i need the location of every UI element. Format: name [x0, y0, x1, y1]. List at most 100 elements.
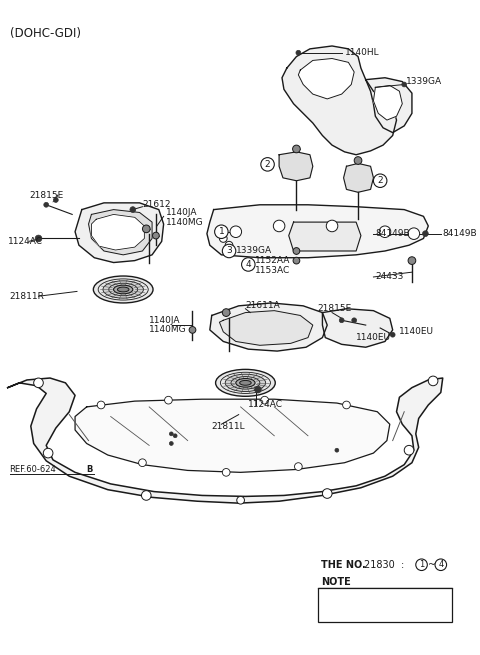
Text: 24433: 24433: [375, 272, 404, 282]
Text: 1140HL: 1140HL: [345, 48, 379, 57]
Polygon shape: [289, 222, 361, 251]
Text: 1140JA: 1140JA: [166, 208, 197, 217]
Circle shape: [435, 559, 446, 571]
Circle shape: [43, 448, 53, 458]
Circle shape: [408, 228, 420, 240]
Text: 4: 4: [438, 560, 444, 569]
Circle shape: [97, 401, 105, 409]
Text: 21830  :: 21830 :: [364, 560, 404, 570]
Text: 1339GA: 1339GA: [406, 77, 442, 86]
Circle shape: [237, 496, 244, 504]
Polygon shape: [88, 210, 152, 255]
Polygon shape: [282, 46, 396, 155]
Circle shape: [189, 327, 196, 333]
Ellipse shape: [225, 374, 265, 392]
Circle shape: [293, 145, 300, 153]
Text: 3: 3: [226, 246, 232, 255]
Polygon shape: [323, 309, 393, 347]
Polygon shape: [373, 85, 402, 120]
Polygon shape: [8, 378, 443, 503]
Text: 1339GA: 1339GA: [236, 246, 272, 255]
Circle shape: [390, 332, 395, 337]
Circle shape: [379, 226, 391, 238]
Circle shape: [142, 491, 151, 500]
Circle shape: [326, 220, 338, 232]
Circle shape: [404, 445, 414, 455]
Text: NOTE: NOTE: [322, 577, 351, 587]
Circle shape: [222, 244, 236, 257]
Circle shape: [225, 241, 233, 249]
Circle shape: [323, 489, 332, 498]
Text: (DOHC-GDI): (DOHC-GDI): [10, 27, 81, 40]
Ellipse shape: [236, 379, 255, 387]
Polygon shape: [299, 58, 354, 99]
Text: 21612: 21612: [143, 200, 171, 210]
Circle shape: [293, 257, 300, 264]
Circle shape: [130, 207, 136, 212]
Circle shape: [35, 235, 42, 242]
Text: 84149B: 84149B: [443, 229, 477, 238]
Circle shape: [230, 226, 241, 238]
Circle shape: [352, 318, 357, 323]
Text: 1140MG: 1140MG: [166, 217, 203, 227]
Circle shape: [254, 386, 261, 393]
Polygon shape: [219, 310, 313, 345]
Circle shape: [222, 309, 230, 316]
Circle shape: [293, 248, 300, 254]
Text: 4: 4: [245, 260, 251, 269]
Circle shape: [422, 231, 428, 236]
Circle shape: [295, 462, 302, 470]
Text: 21611A: 21611A: [245, 301, 280, 310]
Circle shape: [226, 249, 230, 253]
Text: 2: 2: [377, 176, 383, 185]
Circle shape: [416, 559, 427, 571]
Text: THE NO.: THE NO.: [322, 560, 366, 570]
Circle shape: [343, 401, 350, 409]
Polygon shape: [279, 152, 313, 181]
Text: REF.60-624: REF.60-624: [10, 465, 56, 474]
Ellipse shape: [114, 285, 133, 294]
Ellipse shape: [103, 281, 144, 298]
Circle shape: [143, 225, 150, 233]
Circle shape: [139, 459, 146, 466]
Circle shape: [169, 432, 173, 436]
Circle shape: [34, 378, 43, 388]
Text: 21815E: 21815E: [29, 191, 63, 200]
Text: 1124AC: 1124AC: [248, 400, 283, 409]
Text: 1: 1: [218, 227, 224, 236]
Bar: [318, 588, 452, 622]
Text: 1140EU: 1140EU: [399, 328, 434, 336]
Circle shape: [215, 225, 228, 238]
Text: 2: 2: [265, 160, 270, 169]
Circle shape: [373, 174, 387, 187]
Text: 1: 1: [419, 560, 424, 569]
Polygon shape: [75, 203, 164, 263]
Text: ~: ~: [428, 560, 436, 570]
Circle shape: [222, 468, 230, 476]
Circle shape: [165, 396, 172, 404]
Text: 21815E: 21815E: [318, 304, 352, 313]
Text: 1153AC: 1153AC: [255, 266, 290, 274]
Circle shape: [169, 441, 173, 445]
Text: 21811R: 21811R: [10, 291, 45, 301]
Ellipse shape: [93, 276, 153, 303]
Text: 1140JA: 1140JA: [149, 316, 180, 325]
Circle shape: [402, 82, 407, 87]
Circle shape: [261, 158, 274, 171]
Circle shape: [296, 50, 301, 55]
Circle shape: [53, 198, 58, 202]
Polygon shape: [344, 163, 373, 193]
Circle shape: [335, 448, 339, 452]
Text: 1152AA: 1152AA: [255, 256, 290, 265]
Circle shape: [173, 434, 177, 438]
Text: 1124AC: 1124AC: [8, 237, 43, 246]
Polygon shape: [207, 205, 428, 257]
Polygon shape: [366, 78, 412, 132]
Circle shape: [241, 257, 255, 271]
Circle shape: [153, 233, 159, 239]
Polygon shape: [210, 303, 327, 351]
Circle shape: [408, 257, 416, 265]
Ellipse shape: [240, 381, 251, 385]
Text: B: B: [86, 465, 93, 474]
Ellipse shape: [118, 287, 129, 292]
